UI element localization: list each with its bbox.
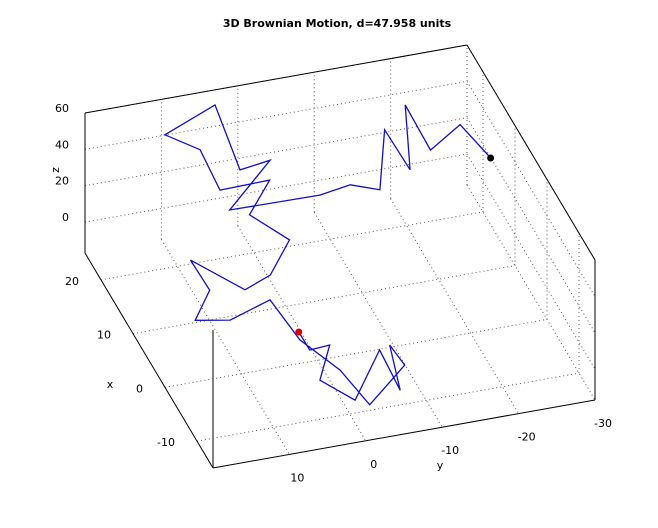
z-tick-label: 0	[62, 211, 69, 224]
x-axis-label: x	[107, 378, 114, 391]
x-tick-label: -10	[157, 436, 175, 449]
trajectory	[163, 103, 492, 406]
z-axis-label: z	[49, 167, 62, 173]
box-edge	[84, 44, 468, 114]
y-tick-label: -10	[441, 444, 459, 457]
box-edge	[212, 399, 596, 469]
box-edge	[84, 252, 214, 469]
y-axis-label: y	[437, 459, 444, 472]
z-tick-label: 40	[55, 138, 69, 151]
x-tick-label: 10	[97, 329, 111, 342]
z-tick-label: 60	[55, 102, 69, 115]
grid-line	[164, 318, 548, 388]
grid-line	[160, 239, 290, 455]
grid-line	[196, 372, 580, 442]
grid-line	[390, 198, 520, 414]
grid-line	[466, 81, 596, 297]
grid-line	[466, 153, 596, 370]
y-tick-label: -30	[594, 417, 612, 430]
grid-line	[100, 211, 484, 281]
grid-line	[466, 184, 596, 401]
x-tick-label: 0	[136, 382, 143, 395]
z-tick-label: 20	[55, 175, 69, 188]
end-point	[487, 154, 495, 162]
grid-line	[237, 225, 367, 442]
y-tick-label: 10	[290, 471, 304, 484]
grid-line	[84, 153, 468, 223]
grid-line	[466, 117, 596, 333]
y-tick-label: -20	[518, 431, 536, 444]
grid-line	[313, 211, 443, 428]
x-tick-label: 20	[65, 275, 79, 288]
start-point	[295, 328, 303, 336]
chart-title: 3D Brownian Motion, d=47.958 units	[223, 17, 452, 30]
grid-line	[84, 80, 468, 150]
grid-line	[84, 117, 468, 187]
box-edge	[466, 44, 596, 261]
y-tick-label: 0	[370, 458, 377, 471]
grid-line	[132, 265, 516, 335]
